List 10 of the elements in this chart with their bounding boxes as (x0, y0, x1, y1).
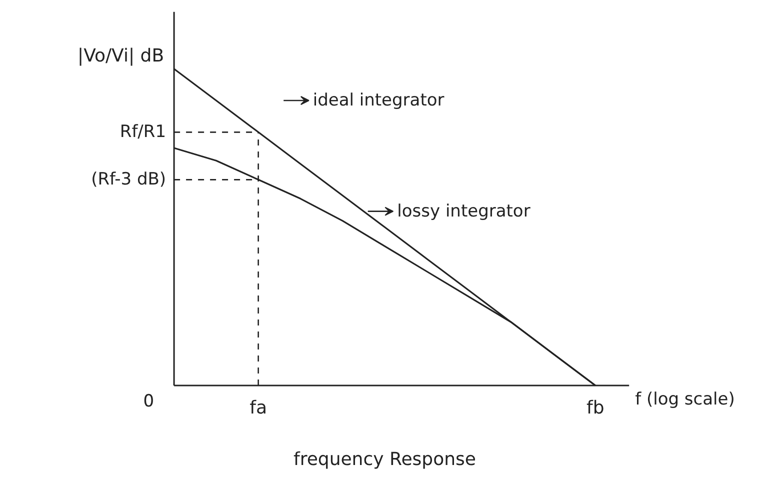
legend-label: ideal integrator (312, 90, 444, 110)
ref-line-label: (Rf-3 dB) (91, 170, 166, 190)
x-tick-label: fa (250, 398, 267, 418)
text: 0 (143, 392, 154, 412)
legend-label: lossy integrator (397, 201, 530, 222)
x-tick-label: fb (586, 398, 604, 418)
ref-line-label: Rf/R1 (120, 122, 166, 142)
y-axis-title: |Vo/Vi| dB (78, 46, 164, 67)
x-axis-title: f (log scale) (635, 390, 735, 410)
text: frequency Response (293, 448, 476, 470)
